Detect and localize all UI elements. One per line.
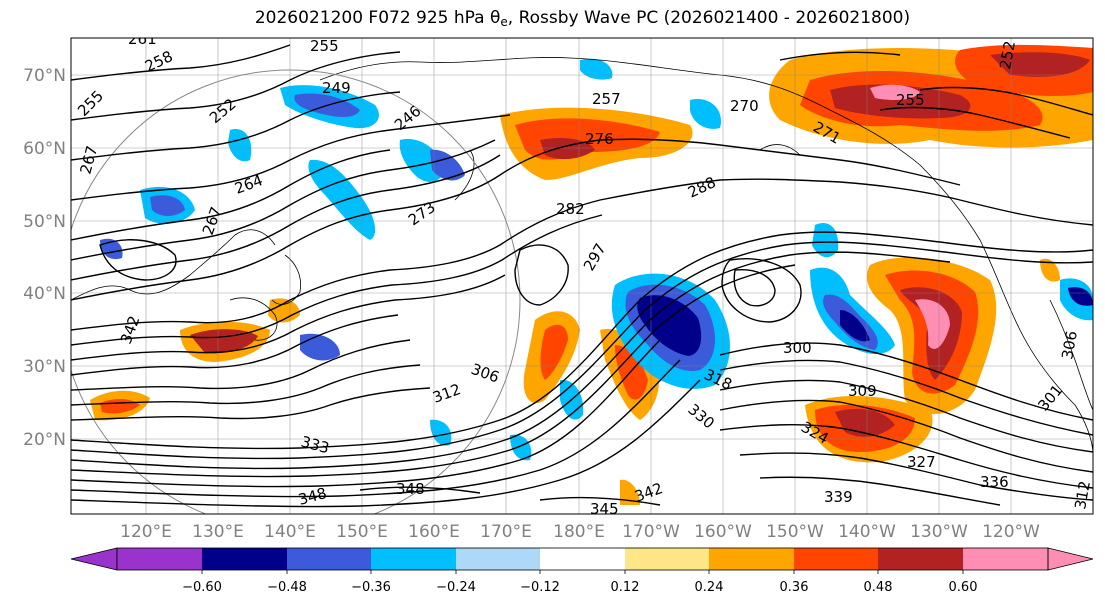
contour-label: 300 (783, 339, 812, 357)
contour-label: 282 (556, 200, 585, 218)
colorbar-tick-label: −0.48 (267, 580, 307, 595)
contour-label: 249 (322, 79, 351, 97)
lon-label: 170°W (622, 522, 680, 542)
latitude-axis: 70°N 60°N 50°N 40°N 30°N 20°N (23, 66, 66, 450)
theta-e-contours (71, 44, 1093, 508)
contour-label: 339 (824, 488, 853, 506)
lon-label: 130°W (910, 522, 968, 542)
map-frame (70, 37, 1094, 515)
colorbar-bin (456, 548, 540, 570)
contour-label: 312 (1071, 479, 1094, 510)
colorbar-bin (878, 548, 963, 570)
contour-label: 306 (1058, 329, 1081, 360)
colorbar-tick-label: 0.36 (780, 580, 809, 595)
colorbar-extend-high (1047, 547, 1094, 571)
range-ring (71, 69, 521, 514)
contour-labels: 261 258 255 249 255 252 246 257 276 270 … (74, 30, 1094, 518)
lat-label: 30°N (23, 357, 66, 377)
lat-label: 40°N (23, 284, 66, 304)
colorbar-tick-label: 0.48 (864, 580, 893, 595)
lon-label: 130°E (192, 522, 244, 542)
map-panel: 261 258 255 249 255 252 246 257 276 270 … (71, 30, 1094, 518)
contour-label: 257 (592, 90, 621, 108)
contour-label: 270 (730, 97, 759, 115)
lat-label: 60°N (23, 139, 66, 159)
lon-label: 120°E (120, 522, 172, 542)
contour-label: 327 (907, 453, 936, 471)
lon-label: 170°E (480, 522, 532, 542)
lat-label: 50°N (23, 212, 66, 232)
lat-label: 20°N (23, 430, 66, 450)
colorbar-bin (963, 548, 1048, 570)
colorbar-tick-label: 0.12 (611, 580, 640, 595)
contour-label: 255 (310, 37, 339, 55)
contour-label: 255 (896, 91, 925, 109)
lon-label: 160°E (408, 522, 460, 542)
longitude-axis: 120°E 130°E 140°E 150°E 160°E 170°E 180°… (120, 522, 1040, 542)
contour-label: 252 (996, 39, 1019, 70)
colorbar-bin (117, 548, 202, 570)
lon-label: 150°E (336, 522, 388, 542)
lon-label: 180°E (553, 522, 605, 542)
contour-label: 309 (848, 382, 877, 400)
colorbar-bin (371, 548, 456, 570)
lat-label: 70°N (23, 66, 66, 86)
colorbar-extend-low (70, 547, 118, 571)
colorbar-bin (794, 548, 878, 570)
negative-anomaly-shading (100, 58, 1093, 461)
colorbar-bin (202, 548, 287, 570)
colorbar-tick-label: 0.60 (949, 580, 978, 595)
colorbar-tick-label: −0.24 (436, 580, 476, 595)
lon-label: 160°W (694, 522, 752, 542)
colorbar-bin (287, 548, 371, 570)
map-title: 2026021200 F072 925 hPa θe, Rossby Wave … (254, 8, 911, 29)
colorbar: −0.60 −0.48 −0.36 −0.24 −0.12 0.12 0.24 … (70, 547, 1094, 595)
colorbar-tick-label: 0.24 (695, 580, 724, 595)
colorbar-bin (540, 548, 625, 570)
colorbar-bin (625, 548, 709, 570)
lon-label: 120°W (982, 522, 1040, 542)
contour-label: 261 (128, 30, 157, 48)
contour-label: 348 (396, 480, 425, 498)
contour-label: 276 (585, 130, 614, 148)
lon-label: 140°E (264, 522, 316, 542)
colorbar-tick-label: −0.60 (182, 580, 222, 595)
contour-label: 336 (980, 473, 1009, 491)
contour-label: 345 (590, 500, 619, 518)
colorbar-bin (709, 548, 794, 570)
positive-anomaly-shading (90, 44, 1093, 505)
colorbar-tick-label: −0.12 (520, 580, 560, 595)
lon-label: 140°W (838, 522, 896, 542)
lon-label: 150°W (766, 522, 824, 542)
colorbar-tick-label: −0.36 (351, 580, 391, 595)
